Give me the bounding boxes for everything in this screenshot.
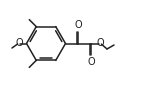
Text: O: O bbox=[88, 57, 95, 67]
Text: O: O bbox=[75, 20, 82, 30]
Text: O: O bbox=[96, 39, 104, 48]
Text: O: O bbox=[15, 39, 23, 48]
